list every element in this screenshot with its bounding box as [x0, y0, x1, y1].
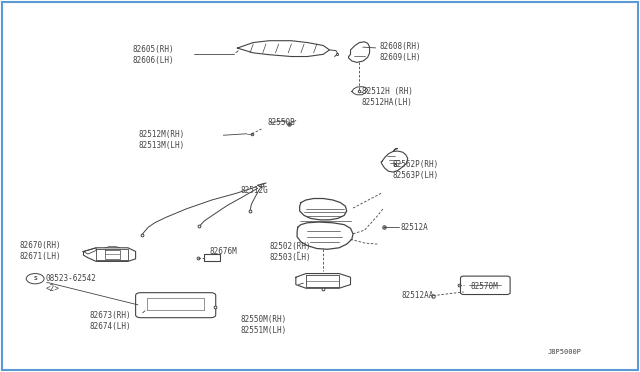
Text: 82605(RH): 82605(RH): [132, 45, 174, 54]
Text: S: S: [33, 276, 37, 281]
Text: 82513M(LH): 82513M(LH): [139, 141, 185, 150]
Text: 82512A: 82512A: [401, 223, 429, 232]
Text: 82512H (RH): 82512H (RH): [362, 87, 413, 96]
Text: 82674(LH): 82674(LH): [90, 322, 131, 331]
Text: 82550M(RH): 82550M(RH): [241, 315, 287, 324]
Text: 82512G: 82512G: [241, 186, 268, 195]
Text: 82550B: 82550B: [268, 118, 296, 127]
Text: J8P5000P: J8P5000P: [548, 349, 582, 355]
Text: 82502(RH): 82502(RH): [269, 242, 311, 251]
Text: 82570M: 82570M: [470, 282, 499, 291]
FancyBboxPatch shape: [461, 276, 510, 295]
Text: 08523-62542: 08523-62542: [45, 274, 96, 283]
Text: 82563P(LH): 82563P(LH): [392, 171, 439, 180]
Text: 82562P(RH): 82562P(RH): [392, 160, 439, 169]
Text: 82512M(RH): 82512M(RH): [139, 129, 185, 139]
Text: 82671(LH): 82671(LH): [20, 252, 61, 261]
FancyBboxPatch shape: [136, 293, 216, 318]
Text: 82670(RH): 82670(RH): [20, 241, 61, 250]
Text: 82608(RH): 82608(RH): [380, 42, 421, 51]
Text: 82673(RH): 82673(RH): [90, 311, 131, 320]
Text: 82676M: 82676M: [209, 247, 237, 256]
Text: 82609(LH): 82609(LH): [380, 54, 421, 62]
Text: 82512HA(LH): 82512HA(LH): [362, 97, 413, 107]
Text: 82606(LH): 82606(LH): [132, 56, 174, 65]
Text: 82551M(LH): 82551M(LH): [241, 326, 287, 335]
Text: 82512AA: 82512AA: [401, 291, 434, 300]
Text: <2>: <2>: [45, 284, 59, 293]
Text: 82503(LH): 82503(LH): [269, 253, 311, 262]
